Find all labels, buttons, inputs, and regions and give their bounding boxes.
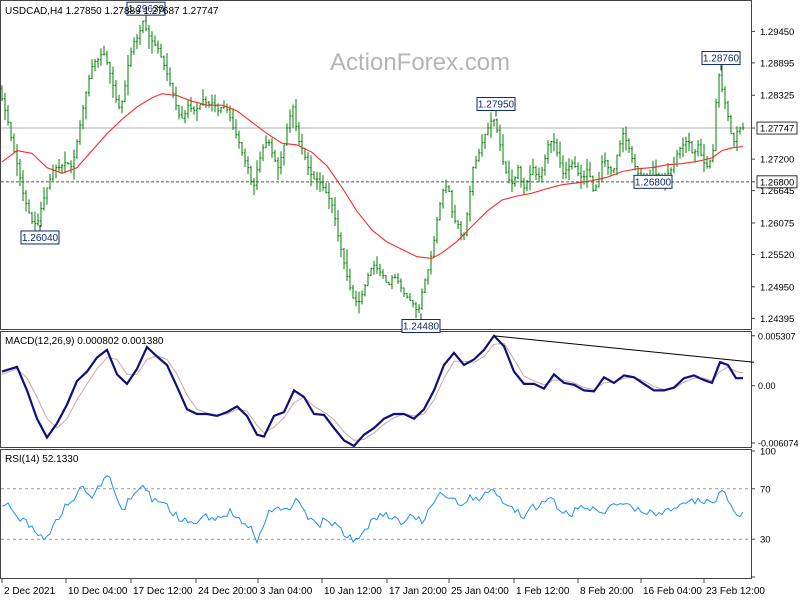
price-pane-frame [0, 0, 752, 330]
annotation-label-box [126, 1, 166, 16]
rsi-pane-frame [0, 449, 752, 579]
rsi-series [1, 475, 751, 545]
annotation-label: 1.26040 [22, 233, 59, 244]
watermark-text: ActionForex.com [330, 49, 510, 76]
price-y-tick-label: 1.26645 [760, 186, 794, 197]
price-y-tick-label: 1.27200 [760, 155, 794, 166]
price-y-tick-label: 1.25520 [760, 250, 794, 261]
x-tick-label: 23 Feb 12:00 [706, 586, 765, 597]
price-y-tick-label: 1.28895 [760, 58, 794, 69]
price-annotations: 1.29630 1.26040 1.24480 1.27950 1.28760 1.268… [20, 1, 741, 334]
x-tick-label: 2 Dec 2021 [4, 586, 56, 597]
x-tick-label: 10 Jan 12:00 [324, 586, 382, 597]
x-tick-label: 10 Dec 04:00 [68, 586, 128, 597]
macd-y-tick-label: 0.00 [758, 381, 776, 391]
price-y-axis: 1.29450 1.28895 1.28325 1.27747 1.27200 1.268… [751, 27, 798, 325]
rsi-line [1, 475, 744, 545]
annotation-label-box [476, 97, 516, 112]
rsi-title: RSI(14) 52.1330 [5, 454, 79, 465]
x-tick-label: 24 Dec 20:00 [198, 586, 258, 597]
macd-main-line [1, 334, 743, 448]
annotation-label: 1.28760 [703, 54, 740, 65]
macd-series [1, 334, 755, 448]
rsi-y-tick-label: 100 [760, 447, 776, 458]
macd-y-tick-label: 0.005307 [758, 331, 796, 341]
macd-pane-frame [0, 331, 752, 448]
candlestick-series [0, 13, 745, 319]
rsi-y-tick-label: 70 [760, 484, 771, 495]
x-tick-label: 3 Jan 04:00 [260, 586, 313, 597]
x-tick-label: 8 Feb 20:00 [580, 586, 634, 597]
annotation-label-box [401, 319, 441, 334]
macd-signal-line [1, 342, 744, 441]
price-y-tick-label: 1.27747 [760, 124, 794, 135]
macd-trendline [493, 335, 755, 363]
price-y-tick-label: 1.28325 [760, 91, 794, 102]
price-y-tick-label: 1.24950 [760, 282, 794, 293]
annotation-label: 1.29630 [128, 4, 165, 15]
annotation-label-box [633, 174, 673, 189]
macd-y-axis: 0.005307 0.00 -0.006074 [751, 331, 799, 448]
rsi-y-tick-label: 30 [760, 535, 771, 546]
annotation-label: 1.27950 [478, 100, 515, 111]
price-y-tick-label: 1.24395 [760, 314, 794, 325]
moving-average-series [1, 93, 744, 259]
x-tick-label: 25 Jan 04:00 [451, 586, 509, 597]
macd-y-tick-label: -0.006074 [758, 438, 799, 448]
annotation-label-box [701, 51, 741, 66]
symbol-header: USDCAD,H4 1.27850 1.27889 1.27687 1.2774… [5, 6, 219, 17]
price-y-tick-label: 1.29450 [760, 27, 794, 38]
rsi-y-axis: 100 70 30 [751, 447, 776, 578]
price-y-tick-box [756, 175, 798, 189]
price-y-tick-label: 1.26800 [760, 177, 794, 188]
annotation-label: 1.24480 [403, 322, 440, 333]
x-tick-label: 1 Feb 12:00 [516, 586, 570, 597]
x-tick-label: 17 Jan 20:00 [389, 586, 447, 597]
time-x-axis: 2 Dec 2021 10 Dec 04:00 17 Dec 12:00 24 Dec… [1, 578, 765, 597]
macd-title: MACD(12,26,9) 0.000802 0.001380 [5, 336, 164, 347]
moving-average-line [1, 93, 744, 259]
x-tick-label: 17 Dec 12:00 [133, 586, 193, 597]
price-y-tick-label: 1.26075 [760, 218, 794, 229]
annotation-label-box [20, 230, 60, 245]
annotation-label: 1.26800 [635, 177, 672, 188]
price-y-tick-box [756, 121, 798, 135]
x-tick-label: 16 Feb 04:00 [643, 586, 702, 597]
